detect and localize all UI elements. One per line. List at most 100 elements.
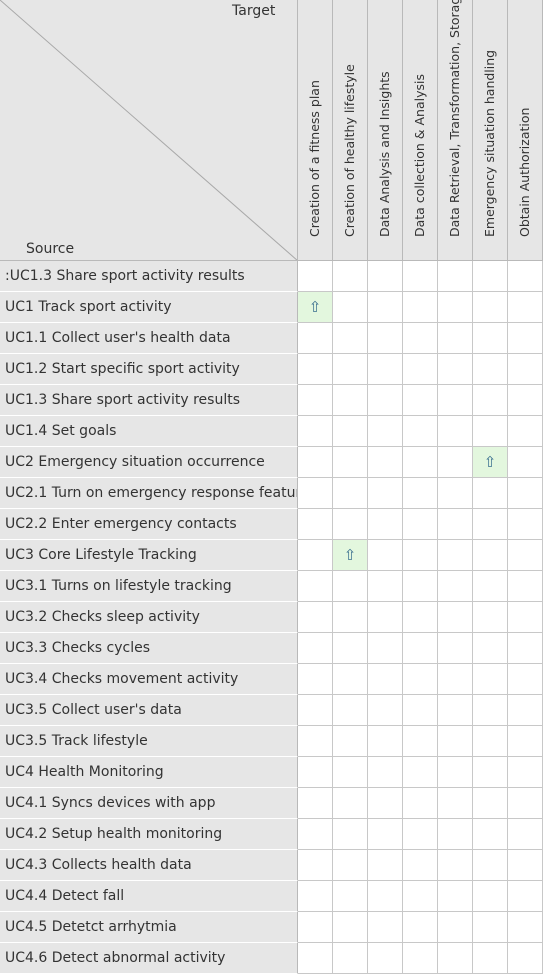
matrix-cell[interactable] xyxy=(368,602,403,633)
matrix-cell[interactable] xyxy=(368,881,403,912)
matrix-cell[interactable] xyxy=(298,850,333,881)
matrix-cell[interactable] xyxy=(403,385,438,416)
matrix-cell[interactable] xyxy=(298,757,333,788)
row-header[interactable]: UC3.1 Turns on lifestyle tracking xyxy=(0,571,298,602)
matrix-cell[interactable] xyxy=(508,633,543,664)
matrix-cell[interactable] xyxy=(473,757,508,788)
matrix-cell[interactable] xyxy=(403,912,438,943)
matrix-cell[interactable] xyxy=(438,478,473,509)
matrix-cell[interactable] xyxy=(438,943,473,974)
matrix-cell[interactable] xyxy=(333,633,368,664)
row-header[interactable]: :UC1.3 Share sport activity results xyxy=(0,261,298,292)
matrix-cell[interactable] xyxy=(368,850,403,881)
matrix-cell[interactable] xyxy=(368,292,403,323)
matrix-cell[interactable] xyxy=(333,819,368,850)
matrix-cell[interactable] xyxy=(368,664,403,695)
matrix-cell[interactable] xyxy=(473,323,508,354)
matrix-cell[interactable] xyxy=(403,757,438,788)
matrix-cell[interactable] xyxy=(298,664,333,695)
matrix-cell[interactable] xyxy=(438,881,473,912)
row-header[interactable]: UC1.3 Share sport activity results xyxy=(0,385,298,416)
matrix-cell[interactable] xyxy=(508,292,543,323)
matrix-cell[interactable] xyxy=(298,912,333,943)
matrix-cell[interactable] xyxy=(368,788,403,819)
matrix-cell[interactable] xyxy=(508,509,543,540)
matrix-cell[interactable] xyxy=(368,416,403,447)
row-header[interactable]: UC3.2 Checks sleep activity xyxy=(0,602,298,633)
matrix-cell[interactable] xyxy=(403,447,438,478)
matrix-cell[interactable] xyxy=(508,726,543,757)
matrix-cell[interactable] xyxy=(298,633,333,664)
matrix-cell[interactable] xyxy=(438,509,473,540)
matrix-cell[interactable] xyxy=(298,943,333,974)
matrix-cell[interactable] xyxy=(368,819,403,850)
matrix-cell[interactable] xyxy=(368,757,403,788)
matrix-cell[interactable] xyxy=(298,571,333,602)
matrix-cell[interactable] xyxy=(403,571,438,602)
matrix-cell[interactable] xyxy=(508,788,543,819)
matrix-cell[interactable] xyxy=(298,819,333,850)
matrix-cell[interactable] xyxy=(333,664,368,695)
matrix-cell[interactable] xyxy=(438,385,473,416)
row-header[interactable]: UC4.1 Syncs devices with app xyxy=(0,788,298,819)
matrix-cell[interactable] xyxy=(508,447,543,478)
matrix-cell[interactable] xyxy=(368,633,403,664)
matrix-cell[interactable] xyxy=(438,292,473,323)
matrix-cell[interactable] xyxy=(438,416,473,447)
matrix-cell[interactable] xyxy=(473,416,508,447)
matrix-cell[interactable] xyxy=(508,478,543,509)
matrix-cell[interactable]: ⇧ xyxy=(298,292,333,323)
matrix-cell[interactable] xyxy=(473,664,508,695)
matrix-cell[interactable] xyxy=(368,509,403,540)
matrix-cell[interactable] xyxy=(403,788,438,819)
column-header[interactable]: Emergency situation handling xyxy=(473,0,508,261)
row-header[interactable]: UC4.4 Detect fall xyxy=(0,881,298,912)
matrix-cell[interactable] xyxy=(333,788,368,819)
matrix-cell[interactable] xyxy=(438,540,473,571)
matrix-cell[interactable]: ⇧ xyxy=(333,540,368,571)
matrix-cell[interactable] xyxy=(298,385,333,416)
matrix-cell[interactable] xyxy=(508,571,543,602)
column-header[interactable]: Creation of healthy lifestyle xyxy=(333,0,368,261)
matrix-cell[interactable] xyxy=(333,881,368,912)
matrix-cell[interactable] xyxy=(473,602,508,633)
matrix-cell[interactable] xyxy=(438,354,473,385)
matrix-cell[interactable] xyxy=(438,447,473,478)
matrix-cell[interactable] xyxy=(438,571,473,602)
matrix-cell[interactable] xyxy=(473,261,508,292)
matrix-cell[interactable] xyxy=(403,416,438,447)
row-header[interactable]: UC2.2 Enter emergency contacts xyxy=(0,509,298,540)
matrix-cell[interactable] xyxy=(473,571,508,602)
matrix-cell[interactable] xyxy=(508,261,543,292)
matrix-cell[interactable] xyxy=(368,571,403,602)
matrix-cell[interactable] xyxy=(298,726,333,757)
matrix-cell[interactable] xyxy=(403,540,438,571)
matrix-cell[interactable] xyxy=(403,292,438,323)
matrix-cell[interactable] xyxy=(403,602,438,633)
matrix-cell[interactable] xyxy=(403,943,438,974)
matrix-cell[interactable] xyxy=(403,850,438,881)
matrix-cell[interactable] xyxy=(438,788,473,819)
matrix-cell[interactable] xyxy=(473,292,508,323)
matrix-cell[interactable] xyxy=(333,385,368,416)
row-header[interactable]: UC3 Core Lifestyle Tracking xyxy=(0,540,298,571)
matrix-cell[interactable] xyxy=(403,726,438,757)
matrix-cell[interactable] xyxy=(473,540,508,571)
column-header[interactable]: Data collection & Analysis xyxy=(403,0,438,261)
matrix-cell[interactable] xyxy=(473,478,508,509)
matrix-cell[interactable] xyxy=(508,881,543,912)
matrix-cell[interactable] xyxy=(508,850,543,881)
matrix-cell[interactable] xyxy=(438,323,473,354)
matrix-cell[interactable] xyxy=(473,633,508,664)
matrix-cell[interactable] xyxy=(403,633,438,664)
matrix-cell[interactable] xyxy=(508,540,543,571)
matrix-cell[interactable] xyxy=(298,416,333,447)
matrix-cell[interactable] xyxy=(438,850,473,881)
matrix-cell[interactable] xyxy=(333,478,368,509)
matrix-cell[interactable] xyxy=(508,943,543,974)
matrix-cell[interactable] xyxy=(438,633,473,664)
matrix-cell[interactable] xyxy=(298,447,333,478)
matrix-cell[interactable] xyxy=(438,602,473,633)
matrix-cell[interactable] xyxy=(368,261,403,292)
matrix-cell[interactable] xyxy=(333,850,368,881)
